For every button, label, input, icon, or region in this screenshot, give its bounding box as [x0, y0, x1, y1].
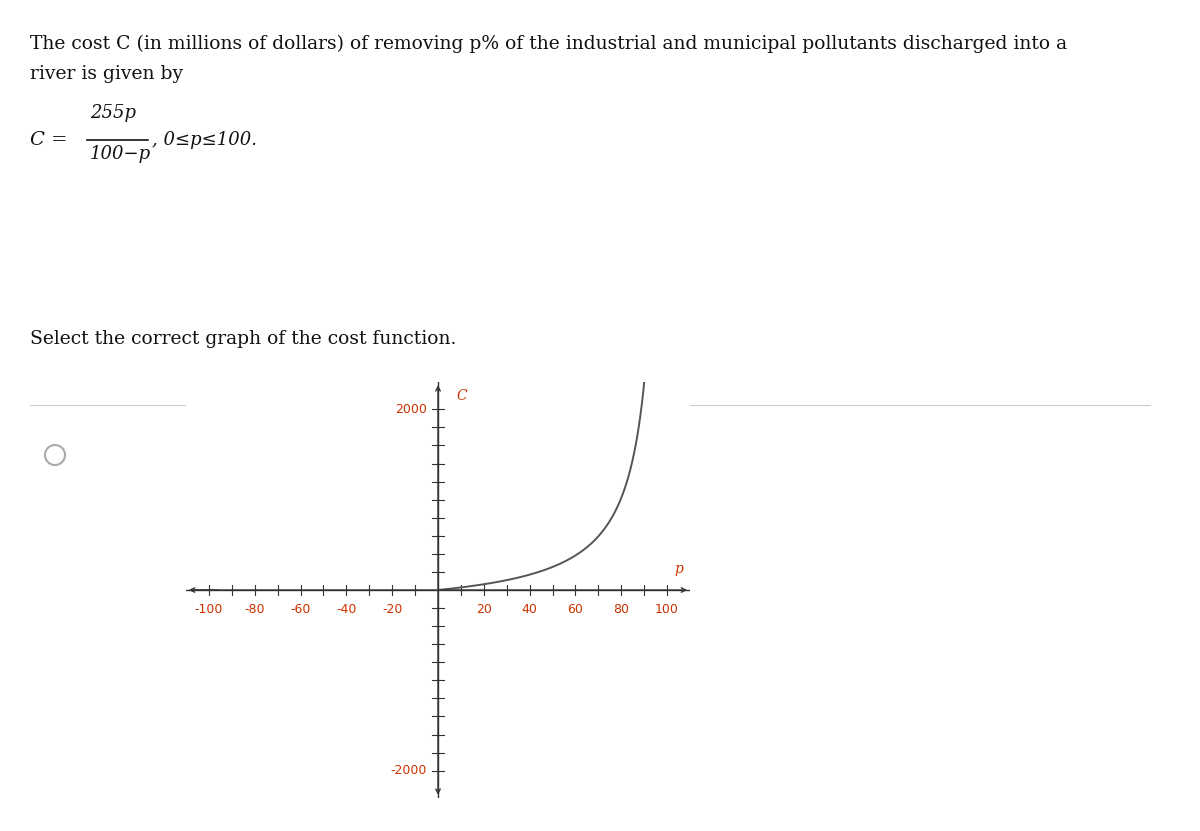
- Text: 40: 40: [522, 602, 538, 616]
- Text: river is given by: river is given by: [30, 65, 184, 83]
- Text: 60: 60: [568, 602, 583, 616]
- Text: 100−p: 100−p: [90, 145, 151, 163]
- Text: 20: 20: [476, 602, 492, 616]
- Text: C =: C =: [30, 131, 67, 149]
- Text: 255p: 255p: [90, 104, 136, 122]
- Text: 100: 100: [655, 602, 679, 616]
- Text: -20: -20: [382, 602, 402, 616]
- Text: -2000: -2000: [390, 765, 426, 777]
- Text: -80: -80: [245, 602, 265, 616]
- Text: -60: -60: [290, 602, 311, 616]
- Text: 2000: 2000: [395, 403, 426, 416]
- Text: , 0≤p≤100.: , 0≤p≤100.: [152, 131, 257, 149]
- Text: p: p: [674, 562, 683, 576]
- Text: -100: -100: [194, 602, 223, 616]
- Text: C: C: [456, 390, 467, 404]
- Text: 80: 80: [613, 602, 629, 616]
- Text: Select the correct graph of the cost function.: Select the correct graph of the cost fun…: [30, 330, 456, 348]
- Text: The cost C (in millions of dollars) of removing p% of the industrial and municip: The cost C (in millions of dollars) of r…: [30, 35, 1067, 53]
- Text: -40: -40: [336, 602, 356, 616]
